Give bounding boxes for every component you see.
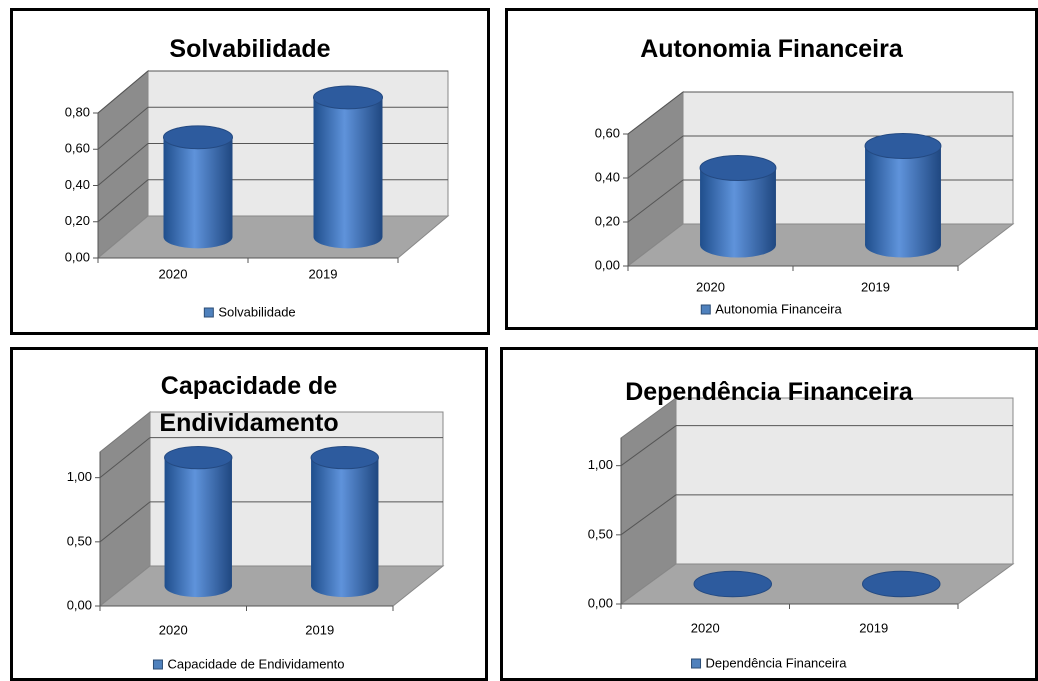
bar-top <box>864 132 942 160</box>
legend-label: Solvabilidade <box>218 304 295 319</box>
legend-label: Capacidade de Endividamento <box>167 656 344 671</box>
bar-top <box>164 446 233 470</box>
legend-swatch <box>700 304 711 315</box>
y-tick-label: 0,80 <box>65 104 90 119</box>
grid-line <box>620 425 677 467</box>
bar-top <box>310 446 379 470</box>
y-tick-label: 0,50 <box>67 533 92 548</box>
bar <box>313 97 383 237</box>
y-tick-label: 0,60 <box>595 125 620 140</box>
chart-title: Solvabilidade <box>169 35 331 63</box>
y-tick-label: 0,60 <box>65 141 90 156</box>
y-tick-label: 0,40 <box>65 177 90 192</box>
x-tick-label: 2020 <box>691 620 720 635</box>
floor <box>98 565 445 607</box>
bar <box>163 137 233 237</box>
floor <box>626 223 1015 267</box>
y-tick-label: 0,40 <box>595 169 620 184</box>
bar-top <box>699 154 777 182</box>
legend-swatch <box>203 307 214 318</box>
bar-top <box>861 570 941 598</box>
bar <box>311 457 379 586</box>
chart-title: Autonomia Financeira <box>640 35 903 63</box>
bar <box>865 146 941 245</box>
bar-top <box>163 125 233 150</box>
bar-top <box>313 85 383 110</box>
y-tick-label: 0,00 <box>595 257 620 272</box>
grid-line <box>97 70 149 114</box>
x-tick-label: 2020 <box>159 266 188 281</box>
floor <box>619 563 1015 605</box>
grid-line <box>97 179 149 223</box>
legend-label: Autonomia Financeira <box>715 301 842 316</box>
y-tick-label: 1,00 <box>67 469 92 484</box>
y-tick-label: 1,00 <box>588 457 613 472</box>
back-wall <box>675 397 1014 565</box>
grid-line <box>627 179 684 223</box>
x-tick-label: 2020 <box>159 622 188 637</box>
x-tick-label: 2019 <box>305 622 334 637</box>
grid-line <box>627 135 684 179</box>
legend-swatch <box>152 659 163 670</box>
floor <box>96 215 450 259</box>
legend-swatch <box>691 658 702 669</box>
chart-title: Dependência Financeira <box>625 378 913 406</box>
chart: 0,00 0,20 0,40 0,60 2020 2019 Autonomia Financ… <box>595 90 1015 316</box>
chart-panel: 0,00 0,50 1,00 2020 2019 Capacidade de Endivi… <box>10 347 488 681</box>
grid-line <box>99 437 151 479</box>
grid-line <box>97 143 149 186</box>
chart: 0,00 0,50 1,00 2020 2019 Dependência Financei… <box>588 397 1015 670</box>
y-tick-label: 0,00 <box>65 249 90 264</box>
x-tick-label: 2019 <box>309 266 338 281</box>
chart-panel: 0,00 0,50 1,00 2020 2019 Dependência Financei… <box>500 347 1038 681</box>
grid-line <box>620 494 677 536</box>
y-tick-label: 0,20 <box>65 213 90 228</box>
chart: 0,00 0,20 0,40 0,60 0,80 2020 2019 Solvabilidad… <box>65 69 450 319</box>
y-tick-label: 0,00 <box>67 597 92 612</box>
bar-top <box>693 570 773 598</box>
x-tick-label: 2019 <box>859 620 888 635</box>
chart-panel: 0,00 0,20 0,40 0,60 0,80 2020 2019 Solvabilidad… <box>10 8 490 335</box>
chart-panel: 0,00 0,20 0,40 0,60 2020 2019 Autonomia Financ… <box>505 8 1038 330</box>
x-tick-label: 2019 <box>861 279 890 294</box>
y-tick-label: 0,20 <box>595 213 620 228</box>
y-tick-label: 0,50 <box>588 526 613 541</box>
legend-label: Dependência Financeira <box>706 655 848 670</box>
grid-line <box>99 501 151 543</box>
x-tick-label: 2020 <box>696 279 725 294</box>
grid-line <box>97 106 149 150</box>
chart-title: Capacidade de Endividamento <box>159 372 339 437</box>
chart: 0,00 0,50 1,00 2020 2019 Capacidade de Endivi… <box>67 410 445 671</box>
bar <box>164 457 232 586</box>
grid-line <box>627 91 684 135</box>
y-tick-label: 0,00 <box>588 595 613 610</box>
